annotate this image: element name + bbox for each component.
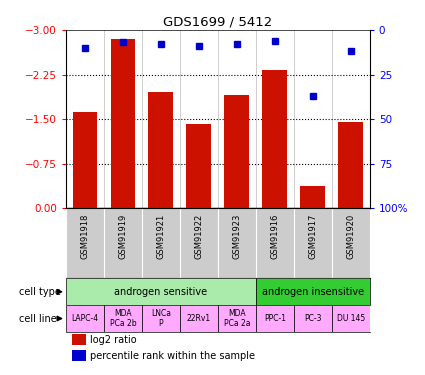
Text: log2 ratio: log2 ratio <box>90 335 137 345</box>
Text: GSM91918: GSM91918 <box>80 214 89 260</box>
Bar <box>294 305 332 332</box>
Title: GDS1699 / 5412: GDS1699 / 5412 <box>163 16 272 29</box>
Bar <box>73 112 97 209</box>
Bar <box>256 278 370 305</box>
Text: GSM91919: GSM91919 <box>118 214 127 259</box>
Text: GSM91917: GSM91917 <box>308 214 317 260</box>
Text: MDA
PCa 2a: MDA PCa 2a <box>224 309 250 328</box>
Bar <box>338 122 363 208</box>
Bar <box>148 92 173 208</box>
Bar <box>104 305 142 332</box>
Text: PC-3: PC-3 <box>304 314 322 323</box>
Text: GSM91922: GSM91922 <box>194 214 203 259</box>
Text: 22Rv1: 22Rv1 <box>187 314 211 323</box>
Text: GSM91921: GSM91921 <box>156 214 165 259</box>
Text: cell line: cell line <box>19 314 57 324</box>
Text: cell type: cell type <box>19 287 61 297</box>
Bar <box>66 278 256 305</box>
Bar <box>187 124 211 208</box>
Bar <box>218 305 256 332</box>
Text: GSM91916: GSM91916 <box>270 214 279 260</box>
Text: percentile rank within the sample: percentile rank within the sample <box>90 351 255 361</box>
Text: GSM91923: GSM91923 <box>232 214 241 260</box>
Text: LAPC-4: LAPC-4 <box>71 314 99 323</box>
Text: GSM91920: GSM91920 <box>346 214 355 259</box>
Bar <box>142 305 180 332</box>
Bar <box>263 70 287 209</box>
Bar <box>300 186 325 209</box>
Text: androgen insensitive: androgen insensitive <box>262 287 364 297</box>
Bar <box>66 305 104 332</box>
Text: MDA
PCa 2b: MDA PCa 2b <box>110 309 136 328</box>
Text: PPC-1: PPC-1 <box>264 314 286 323</box>
Bar <box>110 39 135 209</box>
Bar <box>180 305 218 332</box>
Bar <box>224 95 249 208</box>
Bar <box>256 305 294 332</box>
Text: DU 145: DU 145 <box>337 314 365 323</box>
Bar <box>72 334 85 345</box>
Bar <box>332 305 370 332</box>
Text: androgen sensitive: androgen sensitive <box>114 287 207 297</box>
Text: LNCa
P: LNCa P <box>151 309 171 328</box>
Bar <box>72 350 85 361</box>
